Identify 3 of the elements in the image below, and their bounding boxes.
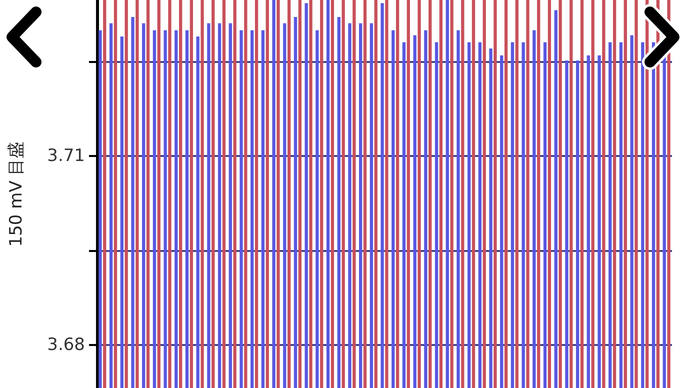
y-axis-title: 150 mV 目盛 (6, 141, 26, 247)
y-tick-label: 3.71 (47, 146, 85, 166)
y-tick-label: 3.68 (47, 335, 85, 356)
